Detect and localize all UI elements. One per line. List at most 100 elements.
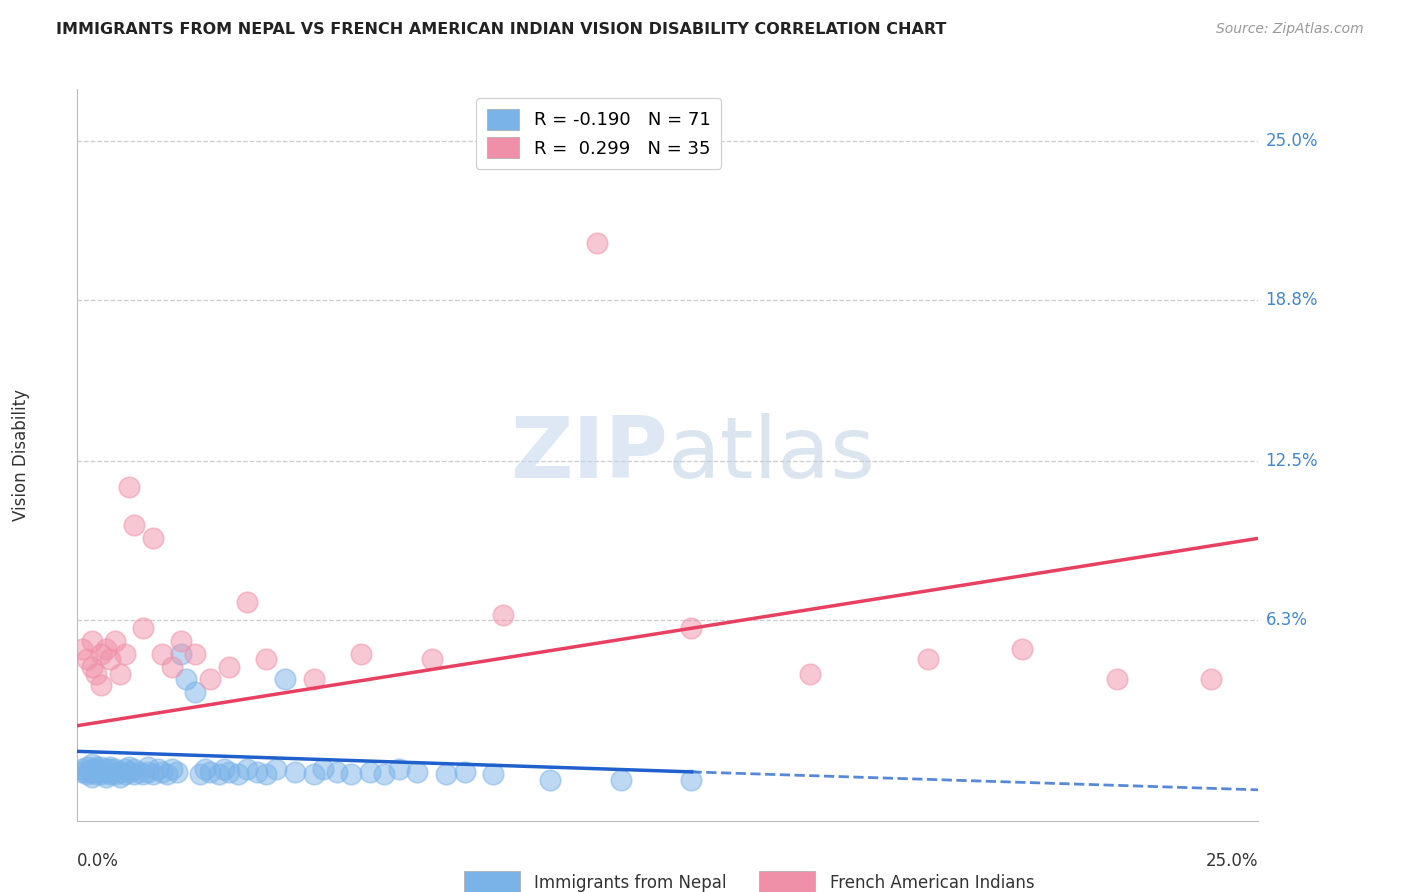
Point <box>108 764 131 779</box>
Point <box>246 764 269 779</box>
Point <box>114 647 136 661</box>
Point <box>340 767 363 781</box>
Point <box>218 764 240 779</box>
Point <box>94 641 117 656</box>
Point <box>76 652 98 666</box>
Point <box>184 647 207 661</box>
Point <box>254 767 277 781</box>
Point <box>609 772 631 787</box>
Text: 25.0%: 25.0% <box>1265 131 1317 150</box>
Point <box>284 764 307 779</box>
Text: ZIP: ZIP <box>510 413 668 497</box>
Point <box>681 621 703 635</box>
Point <box>254 652 277 666</box>
Point <box>917 652 939 666</box>
Text: Source: ZipAtlas.com: Source: ZipAtlas.com <box>1216 22 1364 37</box>
Point <box>94 764 117 779</box>
Point <box>302 767 325 781</box>
Point <box>434 767 457 781</box>
Point <box>136 760 159 774</box>
Point <box>94 770 117 784</box>
Point <box>681 772 703 787</box>
Point <box>70 641 93 656</box>
Point <box>132 621 155 635</box>
Point <box>406 764 429 779</box>
Point <box>454 764 477 779</box>
Text: 0.0%: 0.0% <box>77 852 120 870</box>
Point <box>84 762 107 776</box>
Point <box>114 762 136 776</box>
Point <box>100 652 122 666</box>
Point <box>118 764 141 779</box>
Point <box>420 652 443 666</box>
Point <box>166 764 188 779</box>
Point <box>226 767 249 781</box>
Point <box>80 659 103 673</box>
Point <box>1199 673 1222 687</box>
Point <box>359 764 381 779</box>
Legend: R = -0.190   N = 71, R =  0.299   N = 35: R = -0.190 N = 71, R = 0.299 N = 35 <box>477 98 721 169</box>
Point <box>104 634 127 648</box>
Point <box>122 518 145 533</box>
Point <box>302 673 325 687</box>
Point <box>80 634 103 648</box>
Point <box>100 762 122 776</box>
Point <box>491 608 513 623</box>
Point <box>150 647 173 661</box>
Point <box>326 764 349 779</box>
Point <box>188 767 211 781</box>
Point <box>799 667 821 681</box>
Point <box>150 764 173 779</box>
Text: Vision Disability: Vision Disability <box>13 389 30 521</box>
Point <box>76 760 98 774</box>
Point <box>90 760 112 774</box>
Point <box>586 236 609 251</box>
Point <box>1105 673 1128 687</box>
Point <box>218 659 240 673</box>
Text: French American Indians: French American Indians <box>830 873 1035 892</box>
Point <box>108 667 131 681</box>
Point <box>100 760 122 774</box>
Point <box>174 673 197 687</box>
Point <box>142 767 165 781</box>
Point <box>94 762 117 776</box>
Point <box>80 762 103 776</box>
Point <box>114 767 136 781</box>
Point <box>236 762 259 776</box>
Point <box>274 673 297 687</box>
Point <box>160 762 183 776</box>
Point <box>538 772 561 787</box>
Point <box>373 767 395 781</box>
Point <box>84 760 107 774</box>
Text: IMMIGRANTS FROM NEPAL VS FRENCH AMERICAN INDIAN VISION DISABILITY CORRELATION CH: IMMIGRANTS FROM NEPAL VS FRENCH AMERICAN… <box>56 22 946 37</box>
Point <box>387 762 409 776</box>
Point <box>70 764 93 779</box>
Point <box>100 767 122 781</box>
Point <box>1011 641 1033 656</box>
Point <box>184 685 207 699</box>
Point <box>122 767 145 781</box>
Point <box>80 770 103 784</box>
Point <box>84 667 107 681</box>
Point <box>142 532 165 546</box>
Point <box>194 762 217 776</box>
Point <box>264 762 287 776</box>
Text: atlas: atlas <box>668 413 876 497</box>
Point <box>122 762 145 776</box>
Point <box>198 764 221 779</box>
Point <box>208 767 231 781</box>
Point <box>212 762 235 776</box>
Point <box>80 764 103 779</box>
Point <box>70 762 93 776</box>
Point <box>160 659 183 673</box>
Point <box>108 770 131 784</box>
Text: 25.0%: 25.0% <box>1206 852 1258 870</box>
Point <box>90 678 112 692</box>
Text: 18.8%: 18.8% <box>1265 291 1317 309</box>
Point <box>312 762 335 776</box>
Point <box>80 757 103 772</box>
Point <box>136 764 159 779</box>
Point <box>350 647 373 661</box>
Point <box>128 764 150 779</box>
Point <box>90 647 112 661</box>
